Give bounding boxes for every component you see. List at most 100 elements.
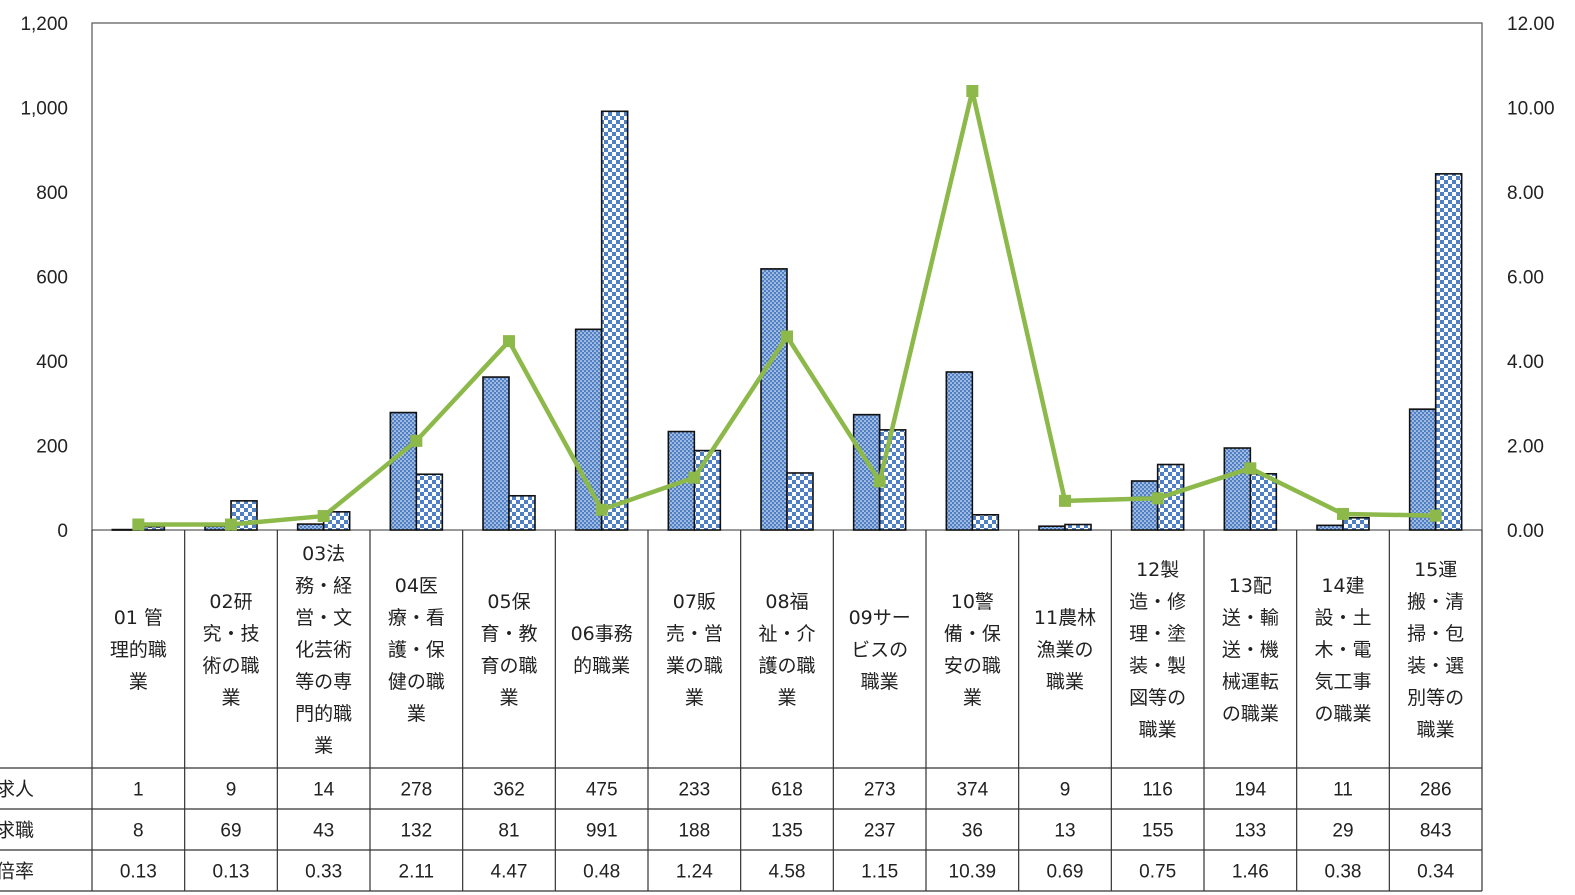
table-cell: 237 [864, 821, 896, 842]
table-cell: 618 [771, 780, 803, 801]
ratio-point [873, 475, 886, 488]
table-cell: 1.24 [676, 862, 713, 883]
table-cell: 36 [962, 821, 983, 842]
y2-tick-label: 8.00 [1507, 183, 1544, 204]
table-cell: 0.13 [120, 862, 157, 883]
bar-kyujin [482, 376, 510, 531]
ratio-point [781, 330, 793, 343]
category-label: 業 [685, 687, 704, 709]
category-label: 木・電 [1314, 639, 1371, 661]
y2-tick-label: 0.00 [1507, 521, 1544, 542]
bar-kyushoku [1249, 473, 1278, 531]
table-cell: 374 [956, 780, 988, 801]
category-label: 業 [407, 703, 426, 725]
table-cell: 0.75 [1139, 862, 1176, 883]
y-tick-label: 0 [57, 521, 68, 542]
bar-kyushoku [786, 472, 814, 531]
category-label: 14建 [1321, 575, 1364, 597]
ratio-point [1337, 507, 1349, 520]
table-cell: 273 [864, 780, 896, 801]
ratio-point [1151, 492, 1164, 505]
table-cell: 278 [400, 780, 432, 801]
table-cell: 135 [771, 821, 803, 842]
category-label: 護の職 [758, 655, 815, 677]
category-label: 図等の [1129, 687, 1186, 709]
category-label: 職業 [1139, 719, 1177, 741]
category-label: 等の専 [295, 671, 352, 693]
table-cell: 362 [493, 780, 525, 801]
category-label: 業 [221, 687, 240, 709]
category-label: 気工事 [1314, 671, 1371, 693]
table-cell: 843 [1420, 821, 1452, 842]
table-cell: 1 [133, 780, 144, 801]
category-label: 的職業 [573, 655, 630, 677]
bar-kyushoku [1156, 463, 1185, 531]
table-cell: 14 [313, 780, 335, 801]
category-label: 理的職 [110, 639, 167, 661]
bar-kyushoku [1064, 523, 1092, 531]
ratio-point [688, 471, 701, 484]
category-label: 04医 [395, 575, 438, 597]
table-cell: 8 [133, 821, 144, 842]
y2-tick-label: 2.00 [1507, 437, 1544, 458]
category-label: 造・修 [1129, 591, 1186, 613]
ratio-point [1059, 494, 1071, 507]
category-label: 掃・包 [1407, 623, 1464, 645]
table-cell: 132 [400, 821, 432, 842]
ratio-point [410, 434, 423, 447]
bar-kyushoku [415, 473, 444, 531]
y2-tick-label: 6.00 [1507, 268, 1544, 289]
ratio-point [317, 510, 330, 523]
bar-kyushoku [1434, 173, 1463, 531]
ratio-point [966, 85, 979, 98]
table-cell: 2.11 [399, 862, 435, 883]
category-label: 業 [963, 687, 982, 709]
category-label: 15運 [1414, 559, 1457, 581]
table-cell: 69 [220, 821, 241, 842]
category-label: 護・保 [388, 639, 445, 661]
bar-kyushoku [600, 110, 629, 531]
bar-kyushoku [508, 494, 536, 531]
bar-kyujin [296, 523, 325, 531]
category-label: 別等の [1407, 687, 1464, 709]
category-label: 業 [129, 671, 148, 693]
category-label: 03法 [302, 543, 345, 565]
table-cell: 0.48 [583, 862, 620, 883]
table-cell: 81 [498, 821, 519, 842]
y-tick-label: 200 [36, 437, 68, 458]
category-label: 祉・介 [758, 623, 815, 645]
category-label: 装・選 [1407, 655, 1464, 677]
bar-kyushoku [1342, 516, 1370, 531]
y-tick-label: 800 [36, 183, 68, 204]
y-tick-label: 600 [36, 268, 68, 289]
category-label: の職業 [1222, 703, 1279, 725]
table-cell: 9 [1060, 780, 1071, 801]
category-label: 職業 [861, 671, 899, 693]
table-cell: 11 [1333, 780, 1353, 801]
ratio-point [1429, 509, 1442, 522]
y2-tick-label: 12.00 [1507, 14, 1555, 35]
y-tick-label: 1,200 [20, 14, 68, 35]
category-label: 務・経 [295, 575, 352, 597]
category-label: 漁業の [1036, 639, 1093, 661]
category-label: 設・土 [1314, 607, 1371, 629]
category-label: 11農林 [1034, 607, 1096, 629]
bar-kyujin [1316, 524, 1344, 531]
category-label: 業 [777, 687, 796, 709]
y-tick-label: 400 [36, 352, 68, 373]
table-cell: 0.13 [213, 862, 250, 883]
bar-kyujin [1038, 525, 1066, 531]
table-cell: 4.58 [769, 862, 806, 883]
category-label: 07販 [673, 591, 716, 613]
category-label: 02研 [209, 591, 252, 613]
table-cell: 4.47 [491, 862, 528, 883]
table-cell: 1.15 [861, 862, 898, 883]
table-cell: 194 [1234, 780, 1266, 801]
category-label: 究・技 [202, 623, 259, 645]
category-label: 職業 [1417, 719, 1455, 741]
category-label: 安の職 [944, 655, 1001, 677]
table-cell: 155 [1142, 821, 1174, 842]
bar-kyujin [1223, 447, 1252, 531]
category-label: 育・教 [480, 623, 537, 645]
